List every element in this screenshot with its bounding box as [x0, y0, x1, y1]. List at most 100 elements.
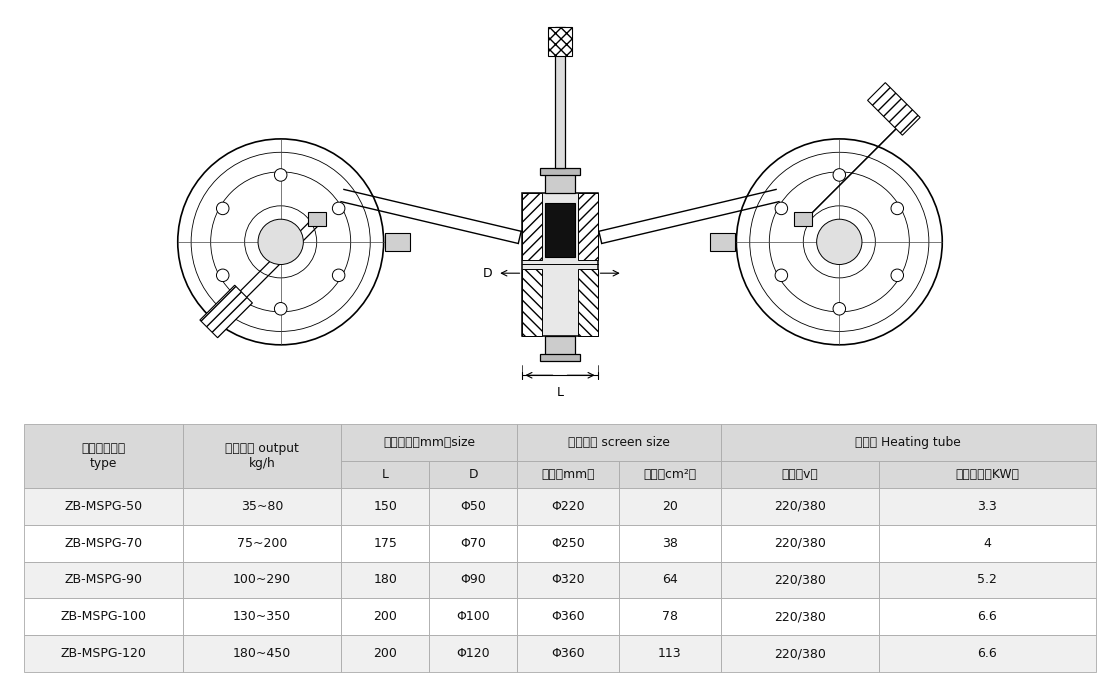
Text: 适用产量 output
kg/h: 适用产量 output kg/h — [225, 442, 299, 470]
Text: Φ50: Φ50 — [460, 500, 486, 513]
Text: ZB-MSPG-70: ZB-MSPG-70 — [65, 536, 142, 549]
Bar — [879, 488, 1095, 525]
Bar — [578, 193, 598, 260]
Bar — [720, 562, 879, 598]
Bar — [342, 636, 429, 672]
Bar — [544, 173, 576, 193]
Bar — [879, 562, 1095, 598]
Bar — [517, 461, 619, 488]
Circle shape — [816, 219, 862, 265]
Bar — [385, 233, 411, 251]
Bar — [619, 461, 720, 488]
Bar — [342, 598, 429, 636]
Bar — [709, 233, 735, 251]
Circle shape — [216, 269, 228, 282]
Text: 220/380: 220/380 — [774, 574, 825, 587]
Bar — [720, 598, 879, 636]
Bar — [522, 193, 542, 260]
Circle shape — [333, 202, 345, 215]
Text: Φ250: Φ250 — [551, 536, 585, 549]
Text: D: D — [483, 267, 493, 280]
Circle shape — [268, 228, 295, 255]
Text: 130~350: 130~350 — [233, 610, 291, 623]
Bar — [517, 562, 619, 598]
Bar — [879, 636, 1095, 672]
Bar — [25, 525, 183, 562]
Bar — [429, 461, 517, 488]
Circle shape — [258, 219, 304, 265]
Bar — [517, 636, 619, 672]
Bar — [522, 269, 542, 336]
Text: 113: 113 — [657, 647, 682, 660]
Bar — [720, 525, 879, 562]
Text: ZB-MSPG-120: ZB-MSPG-120 — [60, 647, 147, 660]
Text: 200: 200 — [373, 647, 398, 660]
Circle shape — [775, 202, 787, 215]
Text: 滤网尺寸 screen size: 滤网尺寸 screen size — [568, 436, 670, 449]
Bar — [868, 83, 921, 135]
Bar — [429, 525, 517, 562]
Bar — [720, 636, 879, 672]
Text: 180: 180 — [373, 574, 398, 587]
Text: 78: 78 — [662, 610, 678, 623]
Bar — [342, 488, 429, 525]
Bar — [540, 354, 580, 361]
Bar — [794, 212, 812, 226]
Bar — [720, 424, 1095, 461]
Text: 5.2: 5.2 — [978, 574, 998, 587]
Bar — [549, 27, 571, 56]
Bar — [540, 168, 580, 175]
Circle shape — [892, 269, 904, 282]
Bar — [25, 562, 183, 598]
Bar — [578, 269, 598, 336]
Text: 直径（mm）: 直径（mm） — [541, 468, 595, 481]
Text: Φ320: Φ320 — [551, 574, 585, 587]
Text: 轮廓尺寸（mm）size: 轮廓尺寸（mm）size — [383, 436, 475, 449]
Bar — [429, 562, 517, 598]
Circle shape — [825, 228, 852, 255]
Bar — [25, 598, 183, 636]
Bar — [25, 488, 183, 525]
Circle shape — [775, 269, 787, 282]
Text: 150: 150 — [373, 500, 398, 513]
Circle shape — [736, 139, 942, 345]
Text: 220/380: 220/380 — [774, 610, 825, 623]
Bar — [183, 488, 342, 525]
Bar — [619, 562, 720, 598]
Circle shape — [178, 139, 384, 345]
Text: D: D — [468, 468, 478, 481]
Text: 电压（v）: 电压（v） — [782, 468, 819, 481]
Text: 220/380: 220/380 — [774, 536, 825, 549]
Bar — [619, 488, 720, 525]
Bar — [720, 461, 879, 488]
Text: Φ70: Φ70 — [460, 536, 486, 549]
Bar — [517, 424, 720, 461]
Text: 175: 175 — [373, 536, 398, 549]
Bar — [517, 525, 619, 562]
Text: 35~80: 35~80 — [241, 500, 283, 513]
Text: Φ120: Φ120 — [457, 647, 491, 660]
Circle shape — [216, 202, 228, 215]
Circle shape — [274, 303, 287, 315]
Text: 64: 64 — [662, 574, 678, 587]
Text: 加热器 Heating tube: 加热器 Heating tube — [856, 436, 961, 449]
Bar — [619, 525, 720, 562]
Text: 面积（cm²）: 面积（cm²） — [643, 468, 697, 481]
Text: 产品规格型号
type: 产品规格型号 type — [82, 442, 125, 470]
Bar — [879, 461, 1095, 488]
Bar — [522, 193, 598, 336]
Bar — [342, 461, 429, 488]
Bar — [720, 488, 879, 525]
Text: Φ220: Φ220 — [551, 500, 585, 513]
Bar — [879, 525, 1095, 562]
Bar — [183, 424, 342, 488]
Bar — [619, 598, 720, 636]
Text: 38: 38 — [662, 536, 678, 549]
Bar — [25, 424, 183, 488]
Bar — [544, 204, 576, 257]
Text: 100~290: 100~290 — [233, 574, 291, 587]
Text: 200: 200 — [373, 610, 398, 623]
Text: Φ360: Φ360 — [551, 647, 585, 660]
Text: 180~450: 180~450 — [233, 647, 291, 660]
Bar — [342, 424, 517, 461]
